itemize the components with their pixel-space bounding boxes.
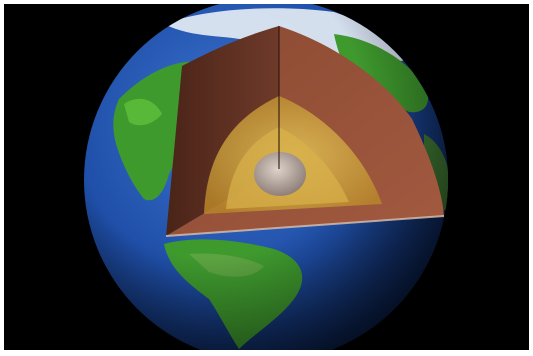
wedge-edge-bottom <box>165 215 445 237</box>
cutaway-wedge <box>165 26 445 237</box>
earth-cutaway-illustration <box>84 4 448 350</box>
inner-core <box>254 152 306 196</box>
image-canvas <box>4 4 529 350</box>
